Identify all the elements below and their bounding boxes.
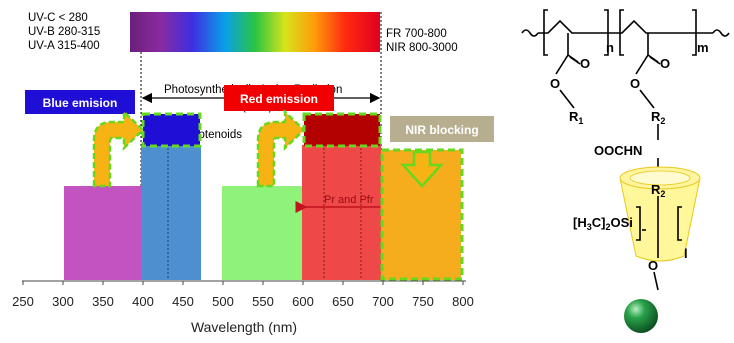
- bracket-n-left: [543, 9, 548, 56]
- x-tick-500: 500: [212, 294, 234, 309]
- bracket-m-right: [692, 9, 697, 56]
- nir-label: NIR 800-3000: [386, 42, 458, 54]
- pr-pfr-label: Pr and Pfr: [324, 194, 374, 206]
- carbonyl-o-right: O: [660, 56, 670, 71]
- x-tick-750: 750: [412, 294, 434, 309]
- x-tick-300: 300: [52, 294, 74, 309]
- red-emission-box: [224, 85, 334, 111]
- x-tick-800: 800: [452, 294, 474, 309]
- uv-bar: [64, 186, 141, 280]
- blue-emission-peak: [141, 112, 202, 148]
- bracket-m-left: [619, 9, 624, 56]
- ester-o-right: O: [630, 76, 640, 91]
- blue-emission-label: Blue emision: [43, 96, 118, 110]
- urethane-linker: OOCHN: [594, 143, 642, 158]
- repeat-unit-n: n: [606, 40, 614, 55]
- x-tick-600: 600: [292, 294, 314, 309]
- x-tick-550: 550: [252, 294, 274, 309]
- blue-absorption-bar: [141, 145, 201, 280]
- carbonyl-o-left: O: [580, 56, 590, 71]
- si-o-oxygen: O: [648, 258, 658, 273]
- r2-group-top: R2: [651, 109, 665, 126]
- wavy-bond-left: [521, 29, 539, 37]
- uv-c-label: UV-C < 280: [28, 12, 88, 24]
- x-tick-350: 350: [92, 294, 114, 309]
- o-r1-bond: [559, 89, 575, 109]
- si-bonds: [636, 196, 682, 291]
- red-conversion-arrow: [256, 109, 306, 188]
- carbonyl-bond-right: [647, 33, 659, 63]
- blue-conversion-arrow: [92, 109, 145, 188]
- ester-bond-right: [635, 54, 649, 75]
- r2-group-cage: R2: [651, 182, 665, 199]
- silyl-ether-group: [H3C]2OSi: [573, 215, 633, 232]
- x-axis-ticks: [22, 281, 464, 285]
- o-r2-bond: [639, 89, 655, 109]
- uv-b-label: UV-B 280-315: [28, 26, 100, 38]
- red-absorption-bar: [302, 145, 381, 280]
- nir-blocking-label: NIR blocking: [405, 123, 478, 137]
- repeat-unit-m: m: [697, 40, 709, 55]
- uv-a-label: UV-A 315-400: [28, 40, 100, 52]
- x-tick-250: 250: [12, 294, 34, 309]
- backbone: [538, 19, 713, 34]
- carbonyl-bond-left: [567, 33, 579, 63]
- red-emission-label: Red emission: [240, 92, 318, 106]
- repeat-unit-l: l: [684, 246, 688, 261]
- fr-label: FR 700-800: [386, 28, 447, 40]
- nir-blocking-box: [390, 116, 494, 142]
- ester-o-left: O: [550, 76, 560, 91]
- nir-down-arrow: [400, 150, 444, 188]
- blue-emission-box: [25, 90, 135, 114]
- nir-block-outline: [380, 148, 464, 281]
- ester-bond-left: [555, 54, 569, 75]
- x-tick-700: 700: [372, 294, 394, 309]
- bracket-n-right: [604, 9, 609, 56]
- r1-group: R1: [569, 109, 583, 126]
- x-tick-450: 450: [172, 294, 194, 309]
- silica-nanoparticle-sphere: [624, 299, 658, 333]
- carbonyl-double-left: [569, 56, 581, 65]
- x-axis-title: Wavelength (nm): [191, 319, 297, 335]
- visible-spectrum-bar: [130, 12, 380, 52]
- green-bar: [222, 186, 302, 280]
- x-tick-400: 400: [132, 294, 154, 309]
- red-emission-peak: [302, 112, 382, 148]
- x-tick-650: 650: [332, 294, 354, 309]
- carbonyl-double-right: [649, 56, 661, 65]
- wavy-bond-right: [712, 29, 730, 37]
